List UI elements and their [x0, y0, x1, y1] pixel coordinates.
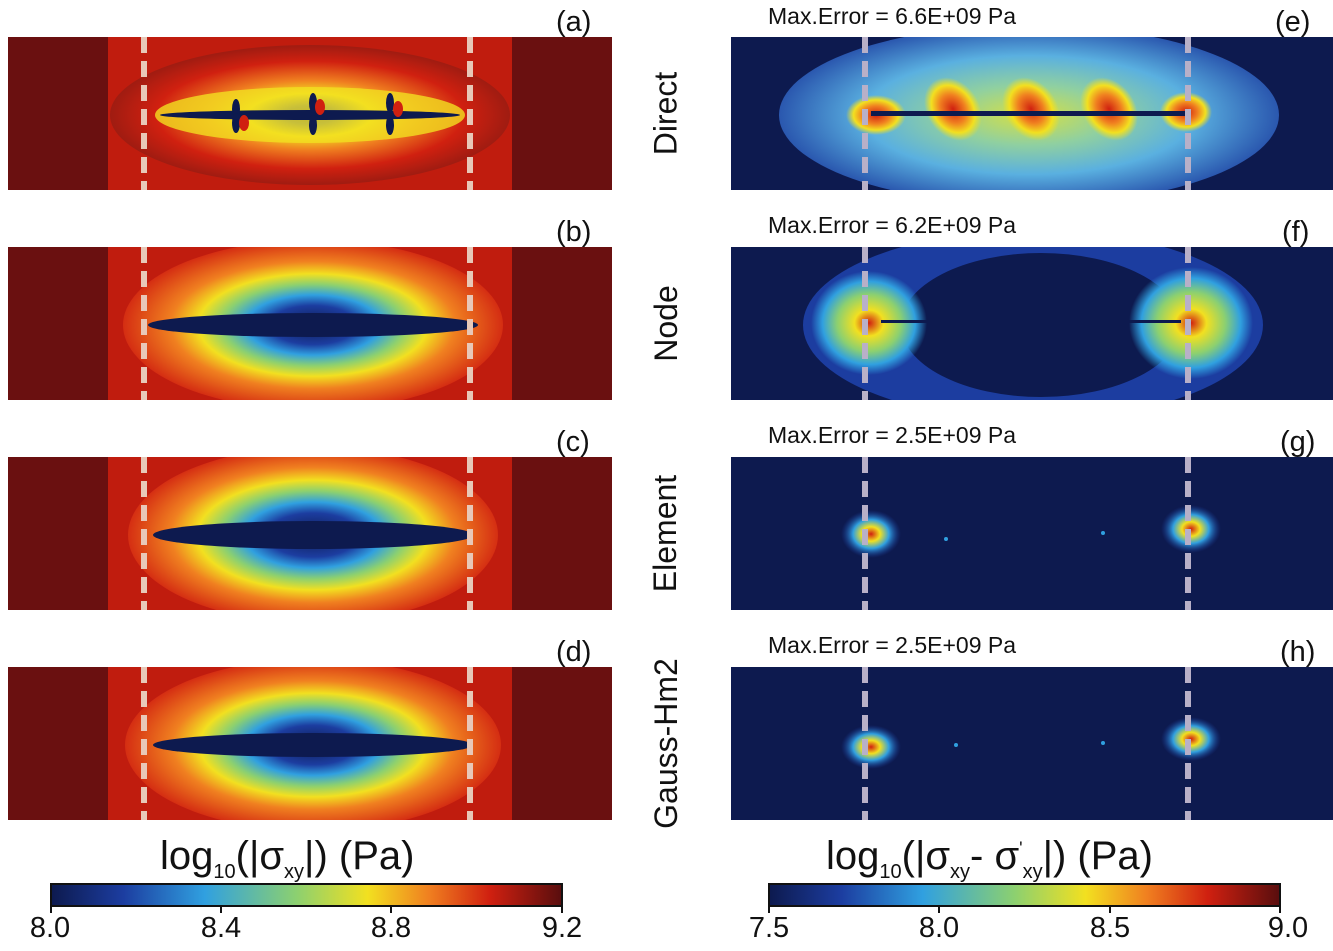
colorbar-left-tick-label: 8.8 — [370, 912, 412, 944]
colorbar-left-tick — [50, 905, 52, 913]
error-map-e — [731, 37, 1333, 190]
error-map-f — [731, 247, 1333, 400]
colorbar-left-tick-label: 8.4 — [200, 912, 242, 944]
colorbar-right-tick — [768, 905, 770, 913]
panel-label-g: (g) — [1280, 426, 1316, 458]
panel-label-c: (c) — [556, 426, 590, 458]
stress-map-b — [8, 247, 612, 400]
panel-label-f: (f) — [1282, 216, 1310, 248]
max-error-h: Max.Error = 2.5E+09 Pa — [768, 632, 1017, 658]
colorbar-left-tick-label: 8.0 — [29, 912, 71, 944]
colorbar-right-tick-label: 8.0 — [918, 912, 960, 944]
stress-map-c — [8, 457, 612, 610]
method-label-gauss-hm2: Gauss-Hm2 — [647, 658, 684, 829]
colorbar-right-tick-label: 7.5 — [748, 912, 790, 944]
stress-map-a — [8, 37, 612, 190]
max-error-f: Max.Error = 6.2E+09 Pa — [768, 212, 1017, 238]
colorbar-right-tick — [1109, 905, 1111, 913]
colorbar-left — [50, 883, 563, 907]
error-map-h — [731, 667, 1333, 820]
stress-map-d — [8, 667, 612, 820]
panel-label-h: (h) — [1280, 636, 1316, 668]
colorbar-right-title: log10(|σxy- σ'xy|) (Pa) — [826, 834, 1153, 883]
max-error-g: Max.Error = 2.5E+09 Pa — [768, 422, 1017, 448]
colorbar-right-tick — [1279, 905, 1281, 913]
colorbar-left-title: log10(|σxy|) (Pa) — [160, 834, 415, 883]
method-label-direct: Direct — [647, 71, 684, 156]
error-map-g — [731, 457, 1333, 610]
colorbar-left-tick — [561, 905, 563, 913]
method-label-element: Element — [647, 474, 684, 593]
colorbar-left-tick-label: 9.2 — [541, 912, 583, 944]
colorbar-left-tick — [390, 905, 392, 913]
panel-label-d: (d) — [556, 636, 592, 668]
colorbar-right-tick-label: 9.0 — [1267, 912, 1309, 944]
colorbar-right-tick-label: 8.5 — [1089, 912, 1131, 944]
colorbar-left-tick — [220, 905, 222, 913]
panel-label-b: (b) — [556, 216, 592, 248]
colorbar-right — [768, 883, 1281, 907]
panel-label-a: (a) — [556, 6, 592, 38]
max-error-e: Max.Error = 6.6E+09 Pa — [768, 3, 1017, 29]
panel-label-e: (e) — [1275, 6, 1311, 38]
method-label-node: Node — [647, 285, 684, 362]
colorbar-right-tick — [938, 905, 940, 913]
